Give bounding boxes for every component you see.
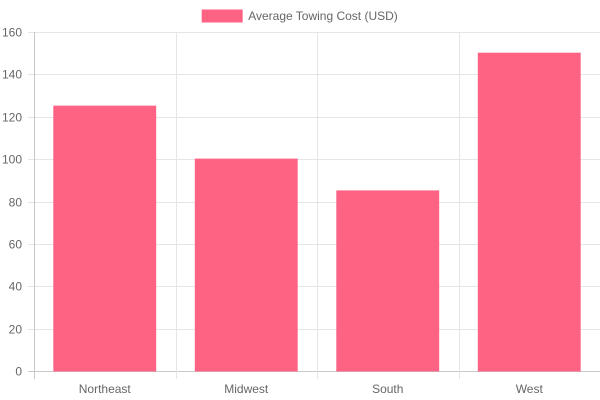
legend[interactable]: Average Towing Cost (USD) [201,9,398,23]
y-tick-label: 60 [9,238,23,252]
x-tick-label: South [372,382,403,396]
y-tick-label: 80 [9,196,23,210]
y-tick-label: 40 [9,280,23,294]
x-tick-label: Northeast [79,382,132,396]
x-tick-label: Midwest [224,382,269,396]
y-tick-label: 140 [2,68,22,82]
axes: 0 20 40 60 80 100 120 140 160 Northeast Midwest Sou… [2,26,544,397]
y-tick-label: 160 [2,26,22,40]
y-tick-label: 20 [9,323,23,337]
x-tick-label: West [516,382,544,396]
bar-midwest[interactable] [194,158,298,372]
y-tick-label: 100 [2,153,22,167]
legend-swatch[interactable] [201,9,243,23]
y-tick-label: 0 [15,365,22,379]
y-tick-label: 120 [2,111,22,125]
bar-west[interactable] [477,52,581,372]
bar-south[interactable] [336,190,440,372]
legend-label[interactable]: Average Towing Cost (USD) [248,9,398,23]
bars [53,52,581,372]
bar-northeast[interactable] [53,105,157,372]
